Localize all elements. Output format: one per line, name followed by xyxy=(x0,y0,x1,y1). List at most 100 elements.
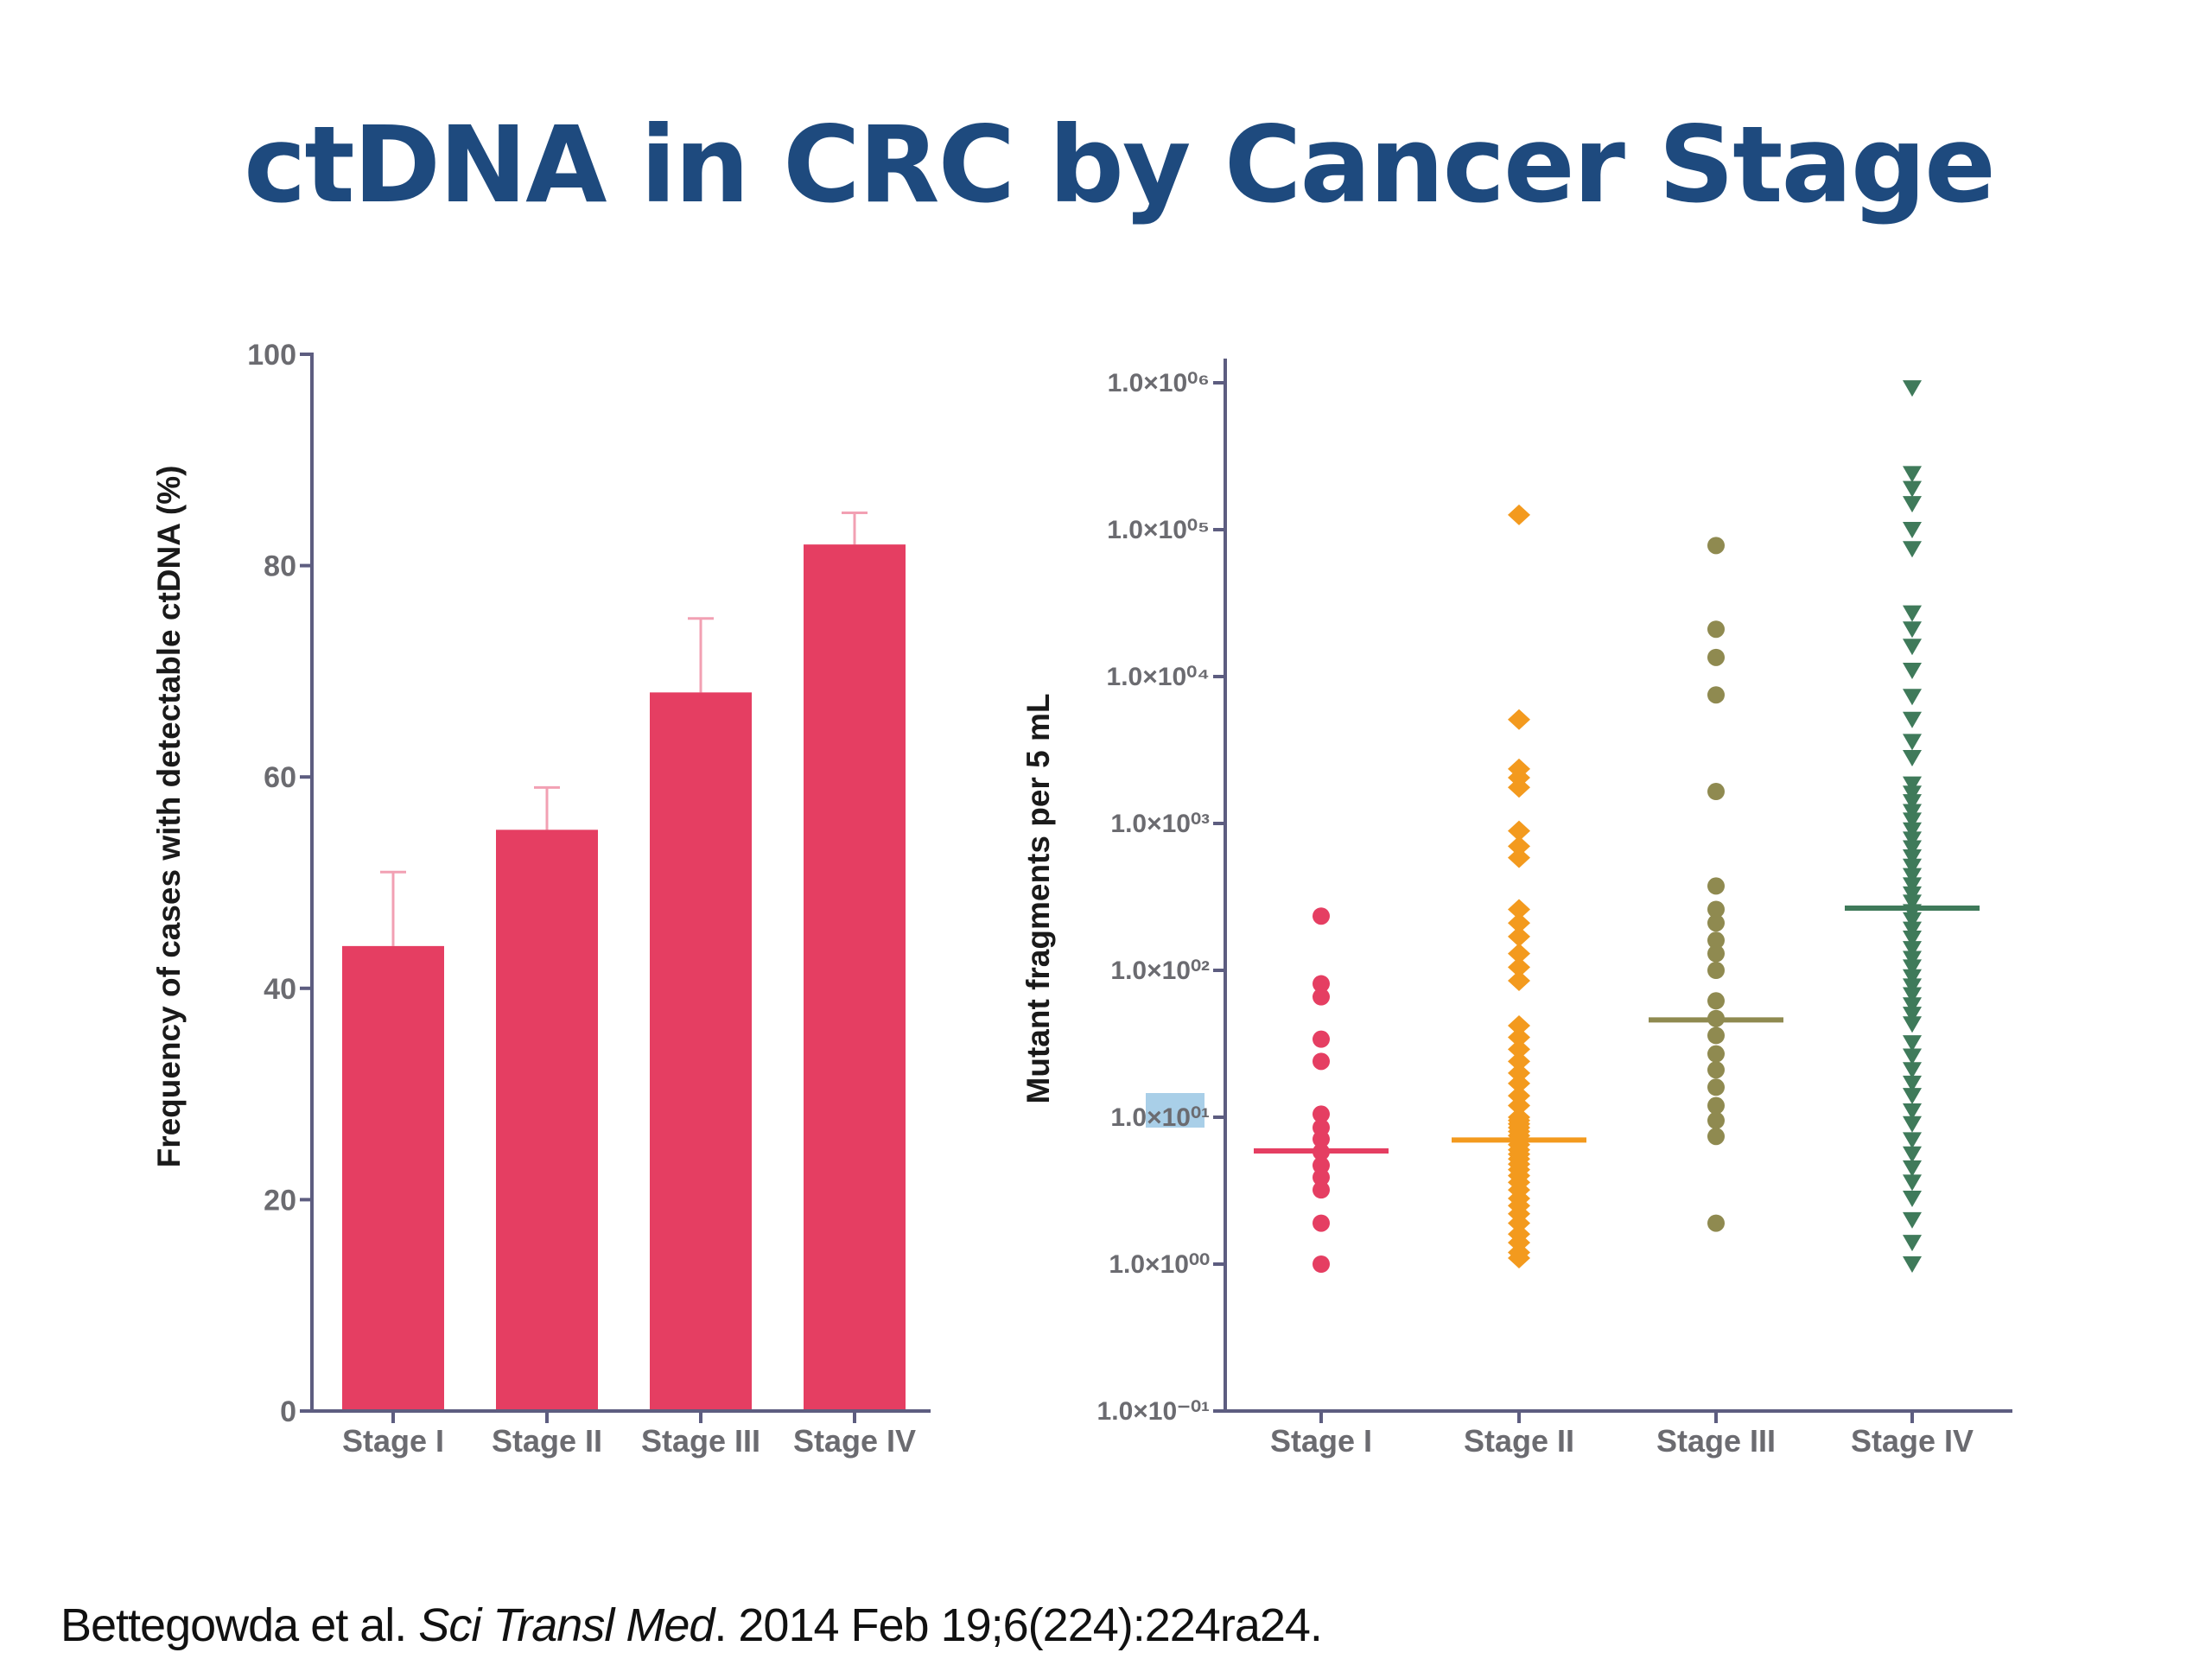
y-tick-label: 1.0×10⁰⁵ xyxy=(1107,516,1210,544)
data-point xyxy=(1707,686,1725,704)
x-tick-label: Stage II xyxy=(492,1423,602,1459)
data-point xyxy=(1707,914,1725,932)
data-point xyxy=(1508,709,1530,730)
data-point xyxy=(1903,1256,1922,1273)
x-tick-label: Stage IV xyxy=(1851,1423,1974,1459)
x-tick-label: Stage IV xyxy=(793,1423,916,1459)
data-point xyxy=(1903,1035,1922,1052)
y-tick-label: 100 xyxy=(247,339,296,372)
data-point xyxy=(1903,605,1922,622)
y-axis-title: Frequency of cases with detectable ctDNA… xyxy=(151,466,187,1168)
data-point xyxy=(1508,1039,1530,1060)
data-point xyxy=(1903,886,1922,903)
tick-label-highlight xyxy=(1146,1093,1205,1128)
data-point xyxy=(1903,877,1922,894)
data-point xyxy=(1903,959,1922,976)
data-point xyxy=(1707,931,1725,950)
data-point xyxy=(1508,957,1530,978)
data-point xyxy=(1508,1247,1530,1268)
data-point xyxy=(1903,868,1922,885)
data-point xyxy=(1903,831,1922,849)
data-point xyxy=(1313,975,1330,993)
data-point xyxy=(1508,1051,1530,1072)
y-tick-label: 40 xyxy=(264,973,296,1006)
data-point xyxy=(1903,1160,1922,1177)
y-tick-label: 1.0×10⁻⁰¹ xyxy=(1097,1397,1210,1426)
data-point xyxy=(1903,1116,1922,1133)
data-point xyxy=(1903,840,1922,857)
bar xyxy=(342,945,444,1411)
data-point xyxy=(1903,997,1922,1014)
y-tick-label: 1.0×10⁰² xyxy=(1110,957,1210,985)
data-point xyxy=(1508,943,1530,964)
citation-authors: Bettegowda et al. xyxy=(60,1599,419,1651)
data-point xyxy=(1903,496,1922,513)
bar xyxy=(496,830,598,1411)
data-point xyxy=(1508,969,1530,991)
data-point xyxy=(1508,836,1530,857)
data-point xyxy=(1707,648,1725,666)
data-point xyxy=(1903,812,1922,830)
y-tick-label: 80 xyxy=(264,550,296,583)
data-point xyxy=(1903,1062,1922,1079)
bar-chart: Stage I Stage II Stage III Stage IV 0 20 40 60 8… xyxy=(151,339,931,1459)
y-tick-label: 60 xyxy=(264,761,296,794)
data-point xyxy=(1903,1103,1922,1120)
data-point xyxy=(1903,711,1922,728)
data-point xyxy=(1903,849,1922,866)
y-tick-label: 20 xyxy=(264,1184,296,1217)
data-point xyxy=(1903,689,1922,706)
citation-journal: Sci Transl Med xyxy=(418,1599,715,1651)
data-point xyxy=(1903,621,1922,639)
y-tick-label: 1.0×10⁰³ xyxy=(1110,810,1210,838)
data-point xyxy=(1707,620,1725,639)
data-point xyxy=(1903,639,1922,656)
data-point xyxy=(1508,912,1530,934)
data-point xyxy=(1903,858,1922,875)
data-point xyxy=(1313,1156,1330,1174)
data-point xyxy=(1313,1030,1330,1048)
data-point xyxy=(1903,1088,1922,1105)
data-point xyxy=(1707,1027,1725,1045)
data-point xyxy=(1903,1075,1922,1092)
scatter-chart: 1.0×10⁻⁰¹ 1.0×10⁰⁰ 1.0×10⁰¹ 1.0×10⁰² 1.0×10⁰… xyxy=(1020,359,2012,1459)
y-tick-label: 1.0×10⁰⁰ xyxy=(1109,1250,1210,1279)
data-point xyxy=(1707,1096,1725,1115)
x-tick-label: Stage III xyxy=(1656,1423,1776,1459)
data-point xyxy=(1903,785,1922,803)
data-point xyxy=(1707,1111,1725,1129)
data-point xyxy=(1313,1130,1330,1148)
data-point xyxy=(1707,1128,1725,1146)
data-point xyxy=(1903,522,1922,538)
data-point xyxy=(1903,662,1922,679)
data-point xyxy=(1313,1255,1330,1273)
data-point xyxy=(1508,1095,1530,1116)
data-point xyxy=(1903,921,1922,938)
data-point xyxy=(1903,950,1922,968)
data-point xyxy=(1903,912,1922,929)
data-point xyxy=(1903,822,1922,839)
data-point xyxy=(1903,969,1922,986)
data-point xyxy=(1903,734,1922,751)
data-point xyxy=(1313,988,1330,1006)
data-point xyxy=(1508,1072,1530,1094)
data-point xyxy=(1313,1181,1330,1199)
y-tick-label: 0 xyxy=(280,1395,296,1428)
data-point xyxy=(1508,899,1530,920)
data-point xyxy=(1903,1016,1922,1033)
data-point xyxy=(1508,925,1530,947)
data-point xyxy=(1903,941,1922,958)
data-point xyxy=(1508,847,1530,868)
data-point xyxy=(1313,907,1330,925)
data-point xyxy=(1903,978,1922,995)
data-point xyxy=(1313,1105,1330,1123)
data-point xyxy=(1508,504,1530,525)
data-point xyxy=(1707,1045,1725,1063)
data-point xyxy=(1508,820,1530,842)
bar xyxy=(650,692,752,1411)
data-point xyxy=(1903,776,1922,793)
data-point xyxy=(1707,783,1725,801)
data-point xyxy=(1903,1211,1922,1229)
data-point xyxy=(1707,992,1725,1010)
